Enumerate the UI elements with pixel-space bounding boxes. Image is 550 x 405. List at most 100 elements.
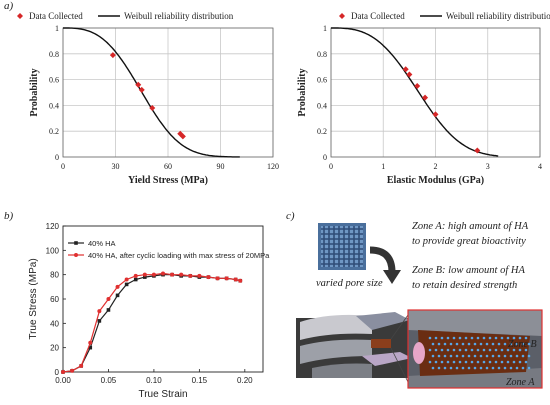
y-tick-label: 0.8: [317, 50, 327, 59]
series-line: [62, 272, 241, 373]
data-point: [474, 147, 481, 154]
x-tick-label: 3: [486, 162, 490, 171]
data-point: [170, 272, 175, 277]
data-point: [109, 52, 116, 59]
data-point: [135, 81, 142, 88]
legend-marker: [74, 253, 78, 257]
y-tick-label: 0.2: [49, 127, 59, 136]
zone-b-line-2: to retain desired strength: [412, 280, 518, 291]
zone-a-line-2: to provide great bioactivity: [412, 236, 526, 247]
legend-label-weibull: Weibull reliability distribution: [124, 11, 234, 21]
y-tick-label: 80: [50, 271, 59, 280]
data-point: [115, 284, 120, 289]
x-tick-label: 120: [267, 162, 279, 171]
zone-a-tag: Zone A: [506, 377, 535, 388]
plot-frame: [330, 27, 541, 158]
y-tick-label: 20: [50, 344, 59, 353]
x-tick-label: 2: [434, 162, 438, 171]
data-point: [143, 275, 147, 279]
y-tick-label: 0: [55, 368, 60, 377]
x-tick-label: 0: [329, 162, 333, 171]
weibull-curve: [63, 27, 240, 158]
data-point: [197, 273, 202, 278]
legend-label-weibull: Weibull reliability distribution: [446, 11, 550, 21]
data-point: [106, 297, 111, 301]
data-point: [161, 271, 165, 276]
x-tick-label: 0.10: [146, 376, 162, 385]
zone-a-line-1: Zone A: high amount of HA: [412, 221, 529, 232]
data-point: [233, 277, 238, 282]
y-tick-label: 0: [55, 153, 59, 162]
data-point: [402, 66, 409, 73]
data-point: [422, 94, 429, 101]
data-point: [133, 277, 138, 282]
x-tick-label: 60: [164, 162, 172, 171]
data-point: [414, 83, 421, 90]
y-tick-label: 1: [55, 24, 59, 33]
y-tick-label: 0.8: [49, 50, 59, 59]
y-axis-label: True Stress (MPa): [28, 258, 39, 339]
x-tick-label: 0.20: [237, 376, 253, 385]
y-tick-label: 0.4: [317, 101, 327, 110]
data-point: [79, 363, 84, 368]
legend-marker-data: [339, 13, 345, 19]
x-axis-label: True Strain: [138, 389, 187, 400]
y-tick-label: 0: [323, 153, 327, 162]
x-tick-label: 90: [217, 162, 225, 171]
y-tick-label: 120: [46, 222, 60, 231]
y-tick-label: 60: [50, 295, 59, 304]
data-point: [224, 276, 229, 281]
plot-frame: [62, 27, 274, 158]
data-point: [88, 345, 93, 350]
y-tick-label: 0.2: [317, 127, 327, 136]
data-point: [61, 370, 65, 374]
data-point: [151, 272, 156, 277]
data-point: [133, 273, 138, 278]
y-tick-label: 1: [323, 24, 327, 33]
data-point: [70, 368, 75, 373]
x-tick-label: 0.00: [55, 376, 71, 385]
data-point: [124, 277, 129, 282]
y-tick-label: 100: [46, 246, 60, 255]
data-point: [97, 319, 102, 323]
x-tick-label: 1: [381, 162, 385, 171]
data-point: [149, 104, 156, 111]
data-point: [188, 273, 193, 278]
y-tick-label: 0.4: [49, 101, 59, 110]
legend-label: 40% HA, after cyclic loading with max st…: [88, 251, 270, 260]
legend-label-data: Data Collected: [29, 11, 83, 21]
legend-marker-data: [17, 13, 23, 19]
data-point: [106, 308, 111, 312]
y-axis-label: Probability: [297, 68, 308, 116]
x-tick-label: 0.15: [192, 376, 208, 385]
data-point: [142, 272, 147, 277]
data-point: [179, 272, 184, 277]
zone-b-line-1: Zone B: low amount of HA: [412, 265, 525, 276]
data-point: [124, 282, 129, 287]
x-tick-label: 0.05: [101, 376, 117, 385]
data-point: [97, 309, 102, 314]
x-tick-label: 0: [61, 162, 65, 171]
data-point: [138, 86, 145, 93]
x-axis-label: Yield Stress (MPa): [128, 175, 208, 186]
series-line: [62, 274, 241, 373]
legend-label-data: Data Collected: [351, 11, 405, 21]
zone-b-tag: Zone B: [508, 339, 537, 350]
data-point: [179, 133, 186, 140]
data-point: [206, 275, 211, 280]
data-point: [88, 340, 93, 345]
data-point: [238, 278, 243, 283]
data-point: [406, 71, 413, 78]
panel-label-c: c): [286, 210, 295, 222]
x-tick-label: 30: [112, 162, 120, 171]
data-point: [115, 293, 120, 298]
panel-label-a: a): [4, 0, 14, 12]
y-tick-label: 0.6: [49, 76, 59, 85]
legend-label: 40% HA: [88, 239, 116, 248]
x-tick-label: 4: [538, 162, 542, 171]
pore-size-label: varied pore size: [316, 278, 383, 289]
y-tick-label: 0.6: [317, 76, 327, 85]
x-axis-label: Elastic Modulus (GPa): [387, 175, 484, 186]
legend-marker: [74, 241, 78, 245]
